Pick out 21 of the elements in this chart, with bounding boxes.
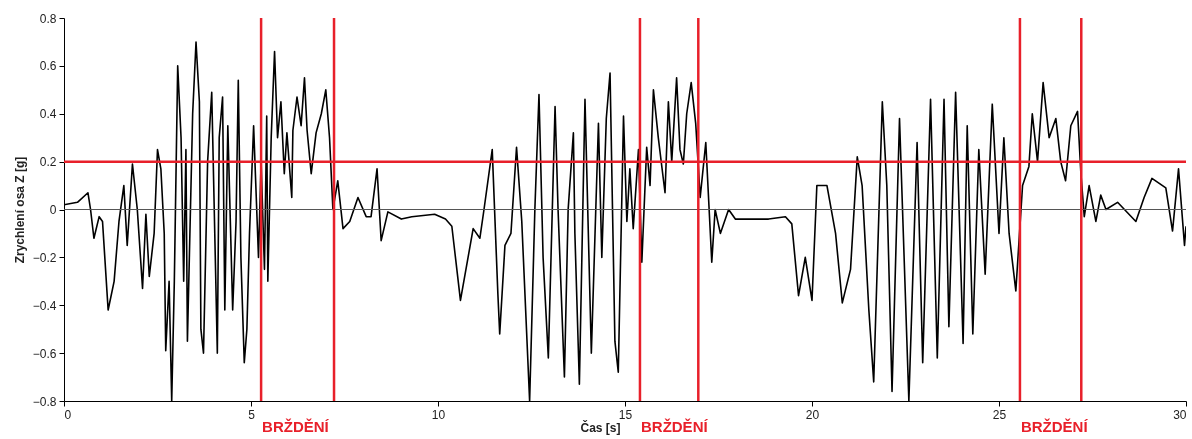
y-axis-title: Zrychlení osa Z [g]: [12, 156, 27, 264]
x-axis-title: Čas [s]: [580, 419, 621, 435]
y-tick-label: 0: [49, 203, 57, 217]
y-tick-label: −0.2: [32, 250, 57, 265]
x-tick-label: 0: [64, 407, 72, 422]
y-tick-label: −0.8: [32, 394, 57, 409]
ref-line-label: BRŽDĚNÍ: [262, 418, 330, 435]
y-tick-label: −0.4: [32, 298, 57, 313]
ref-line-label: BRŽDĚNÍ: [640, 418, 709, 435]
y-tick-label: 0.8: [39, 11, 57, 26]
x-tick-label: 25: [992, 407, 1007, 422]
x-tick-label: 15: [618, 407, 633, 422]
y-tick-label: 0.4: [39, 107, 57, 122]
y-tick-label: 0.6: [39, 59, 57, 74]
x-tick-label: 30: [1173, 407, 1187, 422]
ref-line-label: BRŽDĚNÍ: [1020, 418, 1089, 435]
x-tick-label: 20: [805, 407, 820, 422]
x-tick-label: 5: [248, 407, 256, 422]
x-tick-label: 10: [431, 407, 446, 422]
y-tick-label: 0.2: [39, 155, 57, 170]
y-tick-label: −0.6: [32, 346, 57, 361]
